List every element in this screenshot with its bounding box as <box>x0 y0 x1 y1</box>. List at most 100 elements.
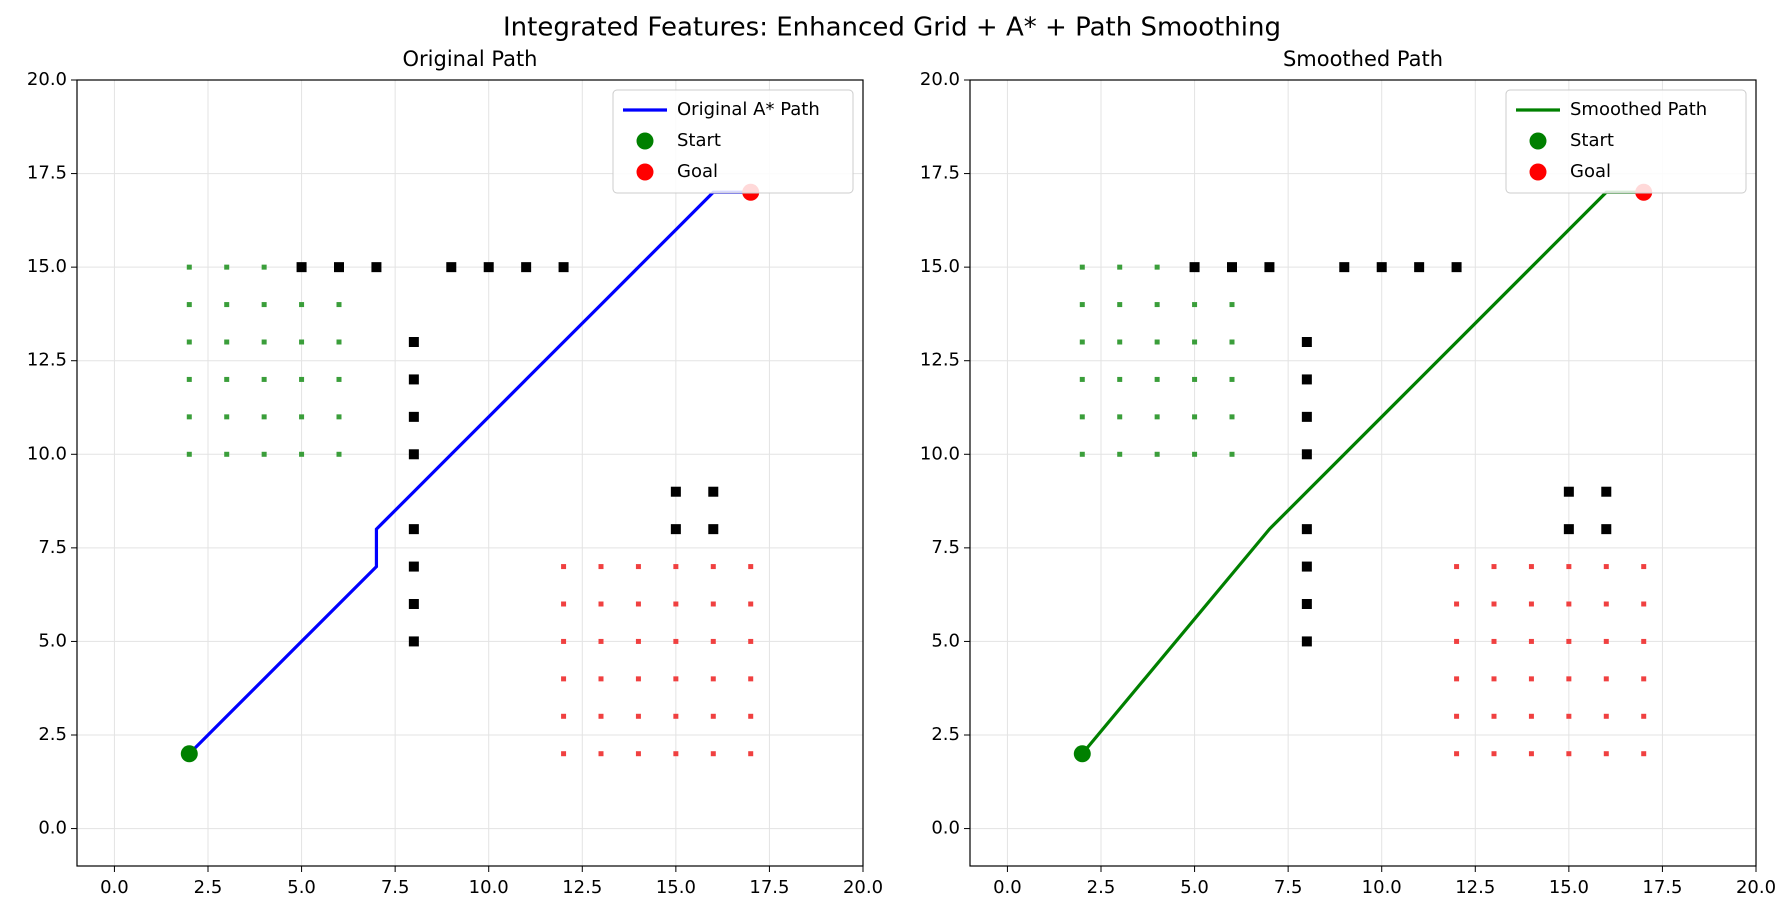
cost-cell <box>1454 638 1460 644</box>
x-tick-label: 20.0 <box>843 877 883 898</box>
legend-label: Original A* Path <box>677 99 820 120</box>
x-tick-label: 0.0 <box>100 877 129 898</box>
cost-cell <box>186 264 192 270</box>
cost-cell <box>1154 339 1160 345</box>
y-tick-label: 20.0 <box>920 69 960 90</box>
cost-cell <box>261 414 267 420</box>
x-tick-label: 2.5 <box>194 877 223 898</box>
cost-cell <box>635 676 641 682</box>
legend-marker <box>1529 132 1547 150</box>
cost-cell <box>1454 601 1460 607</box>
cost-cell <box>1603 601 1609 607</box>
obstacle <box>1189 262 1200 273</box>
cost-cell <box>1603 564 1609 570</box>
cost-cell <box>224 264 230 270</box>
legend-label: Start <box>677 130 721 151</box>
x-tick-label: 15.0 <box>656 877 696 898</box>
x-tick-label: 0.0 <box>993 877 1022 898</box>
cost-cell <box>710 713 716 719</box>
cost-cell <box>1229 339 1235 345</box>
cost-cell <box>1192 414 1198 420</box>
obstacle <box>1414 262 1425 273</box>
obstacle <box>446 262 457 273</box>
obstacle <box>408 374 419 385</box>
subplot-title: Smoothed Path <box>1283 47 1443 71</box>
cost-cell <box>1603 751 1609 757</box>
obstacle <box>408 449 419 460</box>
axes-frame <box>76 79 864 867</box>
obstacle <box>408 599 419 609</box>
y-tick-label: 7.5 <box>38 537 67 558</box>
cost-cell <box>1566 751 1572 757</box>
cost-cell <box>1192 339 1198 345</box>
cost-cell <box>336 451 342 457</box>
cost-cell <box>1528 564 1534 570</box>
cost-cell <box>299 376 305 382</box>
cost-cell <box>1566 638 1572 644</box>
x-tick-label: 15.0 <box>1549 877 1589 898</box>
x-tick-label: 5.0 <box>287 877 316 898</box>
cost-cell <box>261 302 267 308</box>
figure-title: Integrated Features: Enhanced Grid + A* … <box>503 13 1281 43</box>
obstacle <box>1301 561 1312 572</box>
cost-cell <box>1079 339 1085 345</box>
x-tick-label: 12.5 <box>562 877 602 898</box>
legend-box <box>612 89 854 194</box>
cost-cell <box>224 302 230 308</box>
cost-cell <box>1229 451 1235 457</box>
cost-cell <box>1603 713 1609 719</box>
cost-cell <box>673 638 679 644</box>
x-tick-label: 10.0 <box>1362 877 1402 898</box>
cost-cell <box>1454 751 1460 757</box>
legend-label: Start <box>1570 130 1614 151</box>
cost-cell <box>710 564 716 570</box>
obstacle <box>408 561 419 572</box>
x-tick-label: 12.5 <box>1455 877 1495 898</box>
obstacle <box>558 262 569 273</box>
cost-cell <box>710 601 716 607</box>
cost-cell <box>186 376 192 382</box>
cost-cell <box>673 751 679 757</box>
obstacle <box>1301 374 1312 385</box>
obstacle <box>408 337 419 347</box>
obstacle <box>670 524 681 535</box>
y-tick-label: 5.0 <box>38 630 67 651</box>
legend-label: Smoothed Path <box>1570 99 1707 120</box>
legend-marker <box>1529 163 1547 181</box>
cost-cell <box>261 264 267 270</box>
cost-cell <box>1117 339 1123 345</box>
y-tick-label: 5.0 <box>931 630 960 651</box>
cost-cell <box>561 638 567 644</box>
cost-cell <box>710 638 716 644</box>
cost-cell <box>1641 676 1647 682</box>
legend-label: Goal <box>677 161 718 182</box>
x-tick-label: 7.5 <box>381 877 410 898</box>
obstacle <box>1227 262 1237 273</box>
y-tick-label: 10.0 <box>27 443 67 464</box>
cost-cell <box>1566 676 1572 682</box>
legend-marker <box>636 132 654 150</box>
cost-cell <box>1454 564 1460 570</box>
cost-cell <box>1491 601 1497 607</box>
cost-cell <box>748 601 754 607</box>
path-line <box>1081 190 1644 755</box>
point <box>180 745 198 763</box>
cost-cell <box>1491 676 1497 682</box>
cost-cell <box>1192 376 1198 382</box>
cost-cell <box>1491 713 1497 719</box>
point <box>1073 745 1091 763</box>
cost-cell <box>1454 676 1460 682</box>
cost-cell <box>336 414 342 420</box>
cost-cell <box>299 414 305 420</box>
legend-box <box>1505 89 1747 194</box>
cost-cell <box>748 638 754 644</box>
cost-cell <box>186 414 192 420</box>
cost-cell <box>1229 302 1235 308</box>
cost-cell <box>748 564 754 570</box>
cost-cell <box>1566 713 1572 719</box>
cost-cell <box>1154 302 1160 308</box>
cost-cell <box>748 676 754 682</box>
y-tick-label: 12.5 <box>27 350 67 371</box>
obstacle <box>1451 262 1462 273</box>
cost-cell <box>635 751 641 757</box>
